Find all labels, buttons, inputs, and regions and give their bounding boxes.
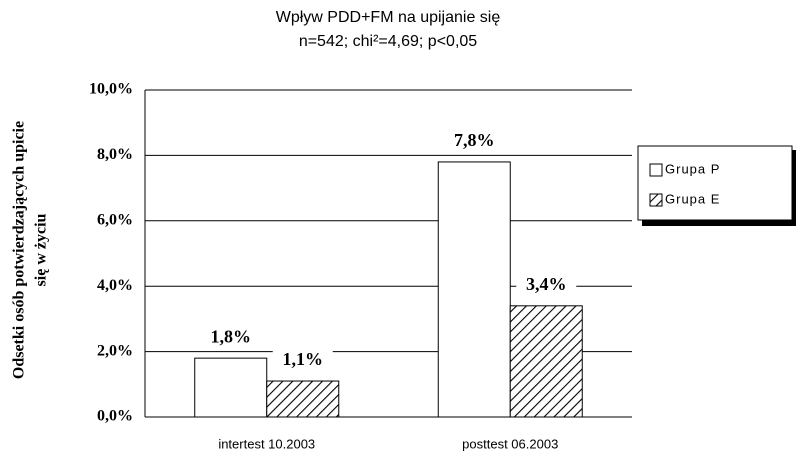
label-background: [200, 327, 261, 350]
data-label: 3,4%: [526, 274, 567, 294]
y-axis-label: Odsetki osób potwierdzających upicie: [11, 121, 28, 379]
data-label: 1,8%: [211, 326, 252, 346]
y-tick-label: 4,0%: [97, 277, 133, 294]
bar: [509, 305, 583, 418]
x-tick-label: intertest 10.2003: [218, 436, 315, 451]
y-axis-label: się w życiu: [33, 213, 50, 286]
legend-swatch: [649, 193, 663, 207]
data-label: 7,8%: [454, 130, 495, 150]
data-label: 1,1%: [283, 349, 324, 369]
bar: [194, 357, 268, 418]
y-tick-label: 10,0%: [89, 81, 133, 98]
x-tick-label: posttest 06.2003: [462, 436, 558, 451]
legend-label: Grupa P: [665, 161, 720, 176]
label-background: [516, 274, 577, 297]
legend-label: Grupa E: [665, 191, 720, 206]
y-tick-label: 8,0%: [97, 146, 133, 163]
y-tick-label: 6,0%: [97, 211, 133, 228]
y-tick-label: 0,0%: [97, 408, 133, 425]
bar: [266, 380, 340, 418]
legend: [637, 145, 793, 221]
chart-subtitle: n=542; chi²=4,69; p<0,05: [299, 33, 477, 50]
label-background: [444, 130, 505, 153]
label-background: [272, 350, 333, 373]
y-tick-label: 2,0%: [97, 342, 133, 359]
legend-swatch: [649, 163, 663, 177]
bar: [437, 161, 511, 418]
chart-title: Wpływ PDD+FM na upijanie się: [276, 9, 501, 26]
